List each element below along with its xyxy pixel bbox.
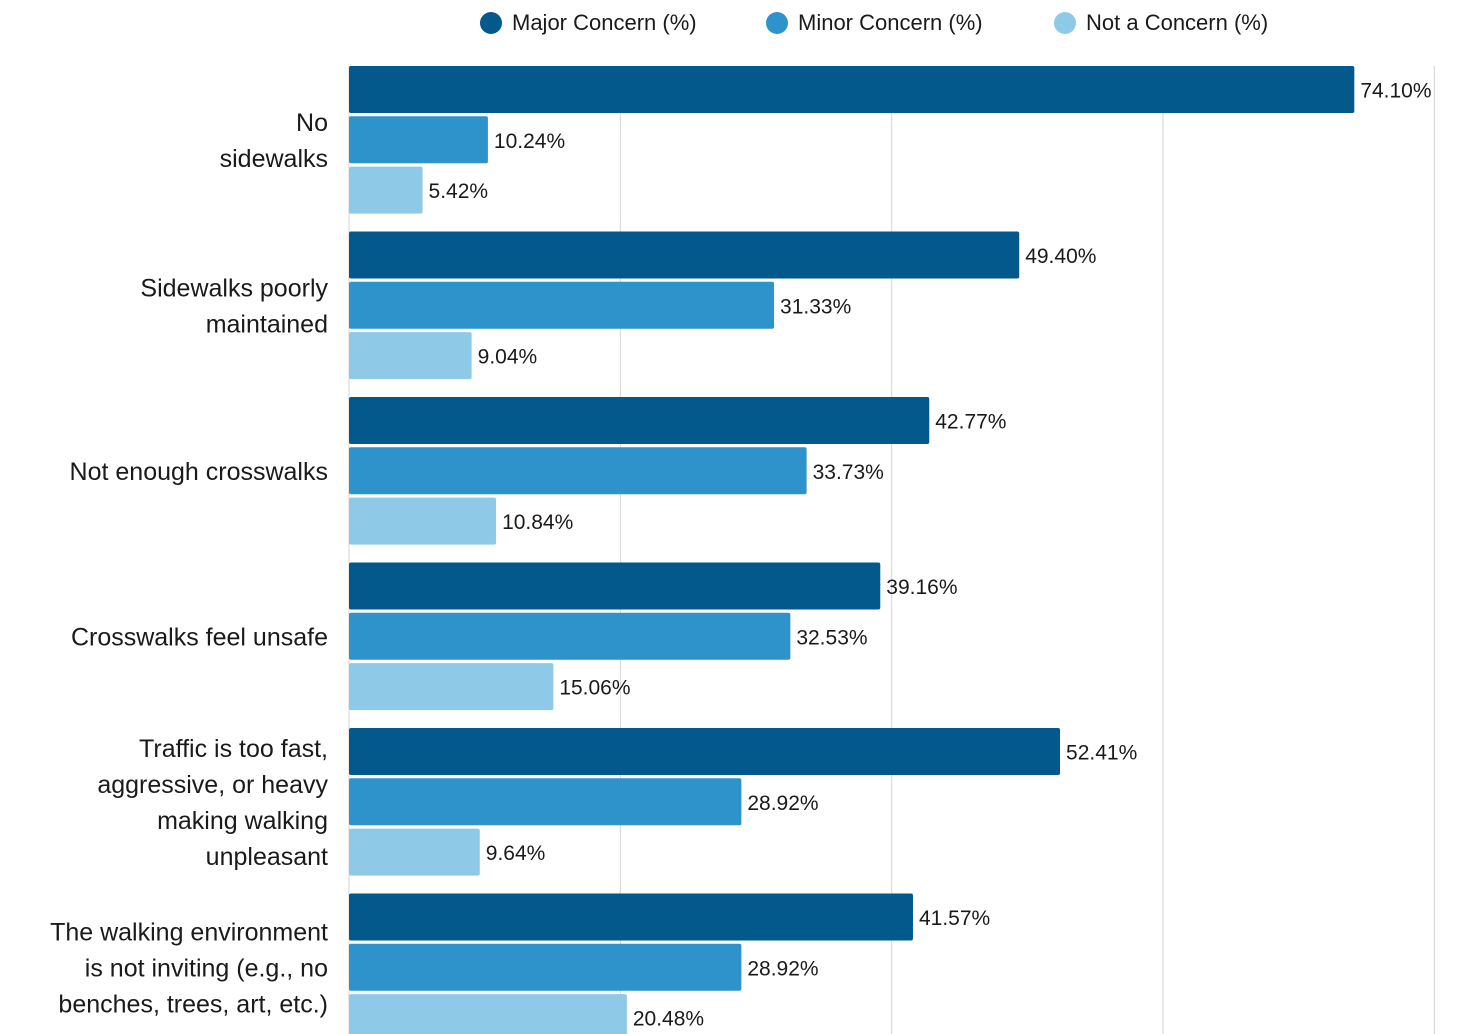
legend-item-1: Minor Concern (%) [766, 6, 983, 40]
legend-swatch [480, 12, 502, 34]
category-label-5: The walking environment is not inviting (… [50, 918, 328, 1018]
data-label-1-2: 9.04% [478, 346, 538, 369]
bar-5-1 [349, 943, 742, 991]
bar-2-1 [349, 447, 807, 495]
category-label-line: benches, trees, art, etc.) [58, 990, 328, 1018]
data-label-4-0: 52.41% [1066, 742, 1137, 765]
chart-legend: Major Concern (%) Minor Concern (%) Not a … [0, 6, 1460, 40]
legend-item-0: Major Concern (%) [480, 6, 697, 40]
legend-item-2: Not a Concern (%) [1054, 6, 1268, 40]
category-label-0: No sidewalks [220, 109, 328, 173]
bar-3-1 [349, 612, 791, 660]
bar-1-2 [349, 332, 472, 380]
bar-0-0 [349, 66, 1355, 113]
bar-1-0 [349, 231, 1020, 279]
bar-2-0 [349, 397, 930, 444]
legend-label: Minor Concern (%) [798, 10, 983, 35]
legend-label: Major Concern (%) [512, 10, 697, 35]
bar-5-2 [349, 994, 627, 1034]
category-label-line: No [296, 109, 328, 137]
data-label-5-0: 41.57% [919, 907, 990, 930]
category-label-line: Traffic is too fast, [139, 735, 328, 763]
category-label-line: unpleasant [206, 843, 328, 871]
category-label-line: Not enough crosswalks [70, 458, 328, 486]
data-label-5-1: 28.92% [747, 957, 818, 980]
category-label-4: Traffic is too fast, aggressive, or heavy… [97, 735, 328, 871]
legend-swatch [766, 12, 788, 34]
bar-4-0 [349, 728, 1061, 775]
category-label-line: making walking [157, 807, 328, 835]
data-label-2-0: 42.77% [935, 411, 1006, 434]
data-label-3-0: 39.16% [886, 576, 957, 599]
bar-3-2 [349, 663, 554, 711]
bar-1-1 [349, 281, 775, 329]
bar-4-1 [349, 778, 742, 826]
bar-5-0 [349, 893, 913, 941]
bar-2-2 [349, 497, 497, 545]
category-label-3: Crosswalks feel unsafe [71, 623, 328, 651]
data-label-3-1: 32.53% [796, 626, 867, 649]
category-label-line: is not inviting (e.g., no [85, 954, 328, 982]
legend-swatch [1054, 12, 1076, 34]
data-label-0-2: 5.42% [429, 180, 489, 203]
category-label-line: Sidewalks poorly [140, 274, 328, 302]
category-label-line: The walking environment [50, 918, 328, 946]
data-label-0-0: 74.10% [1360, 80, 1431, 103]
data-label-5-2: 20.48% [633, 1008, 704, 1031]
bar-4-2 [349, 828, 480, 876]
category-label-line: Crosswalks feel unsafe [71, 623, 328, 651]
bar-0-1 [349, 116, 488, 164]
category-label-line: maintained [206, 310, 328, 338]
data-label-0-1: 10.24% [494, 130, 565, 153]
data-label-1-1: 31.33% [780, 295, 851, 318]
data-label-4-1: 28.92% [747, 792, 818, 815]
bar-0-2 [349, 166, 423, 214]
legend-label: Not a Concern (%) [1086, 10, 1269, 35]
data-label-1-0: 49.40% [1025, 245, 1096, 268]
data-label-4-2: 9.64% [486, 842, 546, 865]
category-label-line: sidewalks [220, 145, 328, 173]
category-label-2: Not enough crosswalks [70, 458, 328, 486]
category-label-1: Sidewalks poorly maintained [140, 274, 328, 338]
data-label-2-2: 10.84% [502, 511, 573, 534]
data-label-3-2: 15.06% [559, 677, 630, 700]
category-label-line: aggressive, or heavy [97, 771, 328, 799]
data-label-2-1: 33.73% [813, 461, 884, 484]
bar-3-0 [349, 562, 881, 610]
